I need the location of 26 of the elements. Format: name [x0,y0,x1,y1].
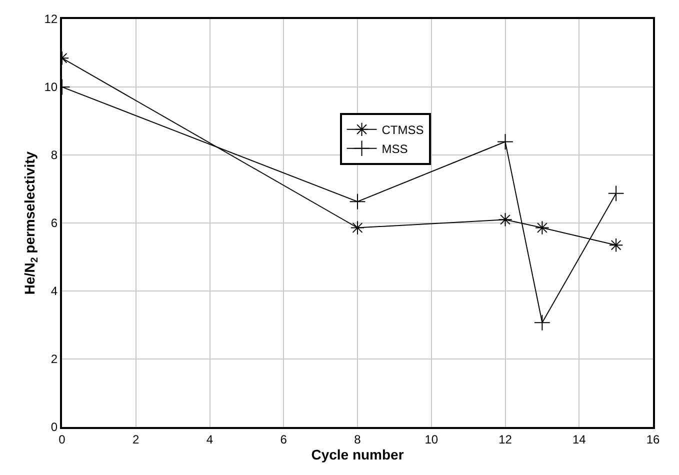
x-tick-label: 6 [280,432,288,446]
x-tick-label: 4 [206,432,214,446]
point [608,238,624,252]
y-tick-label: 12 [44,12,58,26]
point [497,134,514,150]
y-tick-label: 10 [44,80,58,94]
point [535,220,550,235]
point [349,193,366,210]
x-tick-label: 14 [572,432,586,446]
x-tick-label: 2 [132,432,140,446]
point [498,212,512,227]
x-tick-label: 10 [424,432,438,446]
y-tick-label: 8 [50,148,58,162]
y-tick-label: 0 [50,420,58,434]
x-tick-label: 8 [354,432,362,446]
legend-label: CTMSS [382,123,424,138]
x-axis-title: Cycle number [311,446,404,462]
y-tick-label: 4 [50,284,58,298]
legend-label: MSS [382,142,408,156]
point [608,185,624,202]
x-tick-label: 16 [646,432,660,446]
point [534,314,550,331]
point [350,220,365,235]
x-tick-label: 12 [498,432,512,446]
y-tick-label: 6 [50,216,58,230]
y-tick-label: 2 [50,352,58,366]
